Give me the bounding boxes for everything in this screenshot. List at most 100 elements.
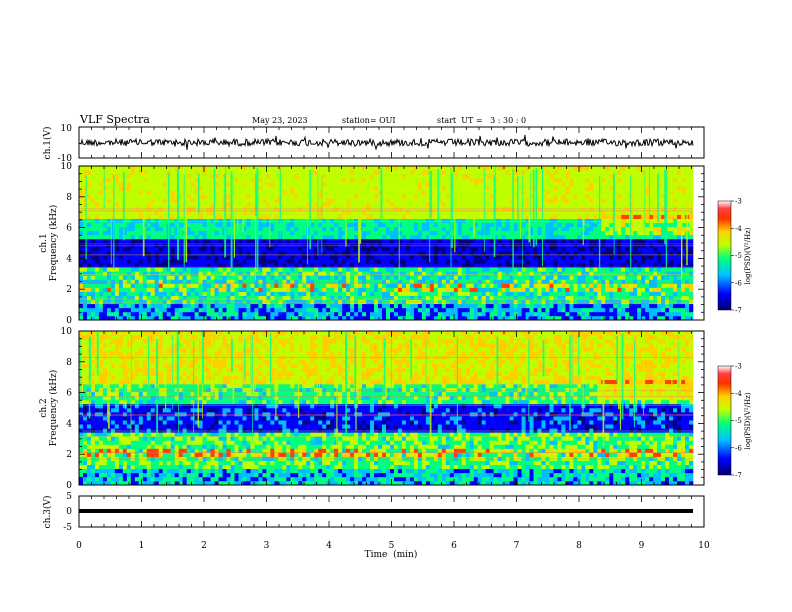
spectrogram-cell xyxy=(142,287,148,292)
spectrogram-cell xyxy=(370,174,375,179)
spectrogram-cell xyxy=(234,230,239,236)
spectrogram-cell xyxy=(102,307,108,313)
spectrogram-cell xyxy=(150,218,156,224)
spectrogram-cell xyxy=(489,234,494,240)
ch1-waveform-ylabel: ch.1(V) xyxy=(42,127,53,160)
spectrogram-cell xyxy=(122,259,128,264)
spectrogram-cell xyxy=(150,307,156,313)
spectrogram-cell xyxy=(122,178,128,183)
spectrogram-cell xyxy=(561,255,566,260)
spectrogram-cell xyxy=(433,166,439,171)
spectrogram-cell xyxy=(94,226,100,232)
spectrogram-cell xyxy=(158,202,164,207)
spectrogram-cell xyxy=(138,214,144,219)
spectrogram-cell xyxy=(98,214,104,219)
spectrogram-cell xyxy=(302,251,307,256)
spectrogram-cell xyxy=(473,315,478,321)
spectrogram-cell xyxy=(429,218,435,224)
spectrogram-cell xyxy=(453,255,459,260)
spectrogram-cell xyxy=(565,218,570,224)
spectrogram-cell xyxy=(497,247,502,252)
spectrogram-cell xyxy=(166,287,171,292)
spectrogram-cell xyxy=(266,238,271,244)
spectrogram-cell xyxy=(118,186,124,191)
spectrogram-cell xyxy=(509,218,514,224)
spectrogram-cell xyxy=(102,230,108,236)
spectrogram-cell xyxy=(529,275,534,280)
spectrogram-cell xyxy=(386,271,391,276)
spectrogram-cell xyxy=(234,174,239,179)
spectrogram-cell xyxy=(521,174,526,179)
spectrogram-cell xyxy=(513,194,518,199)
spectrogram-cell xyxy=(218,222,223,228)
spectrogram-cell xyxy=(266,263,271,268)
spectrogram-cell xyxy=(453,251,459,256)
spectrogram-cell xyxy=(198,311,203,317)
spectrogram-cell xyxy=(565,210,570,215)
spectrogram-cell xyxy=(513,230,518,236)
spectrogram-cell xyxy=(453,267,459,272)
spectrogram-cell xyxy=(330,210,335,215)
spectrogram-cell xyxy=(389,214,395,219)
spectrogram-cell xyxy=(294,230,299,236)
spectrogram-cell xyxy=(150,287,156,292)
spectrogram-cell xyxy=(82,255,88,260)
spectrogram-cell xyxy=(397,186,403,191)
spectrogram-cell xyxy=(210,247,215,252)
spectrogram-cell xyxy=(170,198,175,203)
spectrogram-cell xyxy=(533,259,538,264)
spectrogram-cell xyxy=(565,214,570,219)
spectrogram-cell xyxy=(250,230,255,236)
spectrogram-cell xyxy=(126,303,132,309)
spectrogram-cell xyxy=(158,275,164,280)
spectrogram-cell xyxy=(306,222,311,228)
spectrogram-cell xyxy=(378,194,383,199)
spectrogram-cell xyxy=(262,291,267,296)
spectrogram-cell xyxy=(154,214,160,219)
spectrogram-cell xyxy=(561,291,566,296)
spectrogram-cell xyxy=(342,263,347,268)
spectrogram-cell xyxy=(86,182,92,187)
spectrogram-cell xyxy=(553,226,558,232)
spectrogram-cell xyxy=(182,186,187,191)
spectrogram-cell xyxy=(294,226,299,232)
spectrogram-cell xyxy=(122,238,128,244)
spectrogram-cell xyxy=(242,283,247,288)
spectrogram-cell xyxy=(194,315,199,321)
spectrogram-cell xyxy=(429,238,435,244)
spectrogram-cell xyxy=(250,295,255,301)
spectrogram-cell xyxy=(338,283,343,288)
spectrogram-cell xyxy=(569,267,574,272)
spectrogram-cell xyxy=(573,166,578,171)
spectrogram-cell xyxy=(310,190,315,195)
spectrogram-cell xyxy=(429,247,435,252)
spectrogram-cell xyxy=(290,243,295,248)
spectrogram-cell xyxy=(517,202,522,207)
spectrogram-cell xyxy=(158,303,164,309)
spectrogram-cell xyxy=(501,230,506,236)
spectrogram-cell xyxy=(561,238,566,244)
spectrogram-cell xyxy=(393,166,399,171)
spectrogram-cell xyxy=(405,303,411,309)
spectrogram-cell xyxy=(142,210,148,215)
spectrogram-cell xyxy=(286,218,291,224)
spectrogram-cell xyxy=(86,247,92,252)
spectrogram-cell xyxy=(485,174,490,179)
spectrogram-cell xyxy=(457,287,463,292)
spectrogram-cell xyxy=(94,222,100,228)
spectrogram-cell xyxy=(186,271,191,276)
spectrogram-cell xyxy=(262,210,267,215)
spectrogram-cell xyxy=(342,174,347,179)
spectrogram-cell xyxy=(322,311,327,317)
spectrogram-cell xyxy=(374,283,379,288)
spectrogram-cell xyxy=(573,174,578,179)
spectrogram-cell xyxy=(226,170,231,175)
spectrogram-cell xyxy=(98,259,104,264)
spectrogram-cell xyxy=(178,287,183,292)
spectrogram-cell xyxy=(162,226,168,232)
spectrogram-cell xyxy=(182,170,187,175)
spectrogram-cell xyxy=(433,255,439,260)
spectrogram-cell xyxy=(246,259,251,264)
spectrogram-cell xyxy=(529,178,534,183)
spectrogram-cell xyxy=(366,222,371,228)
